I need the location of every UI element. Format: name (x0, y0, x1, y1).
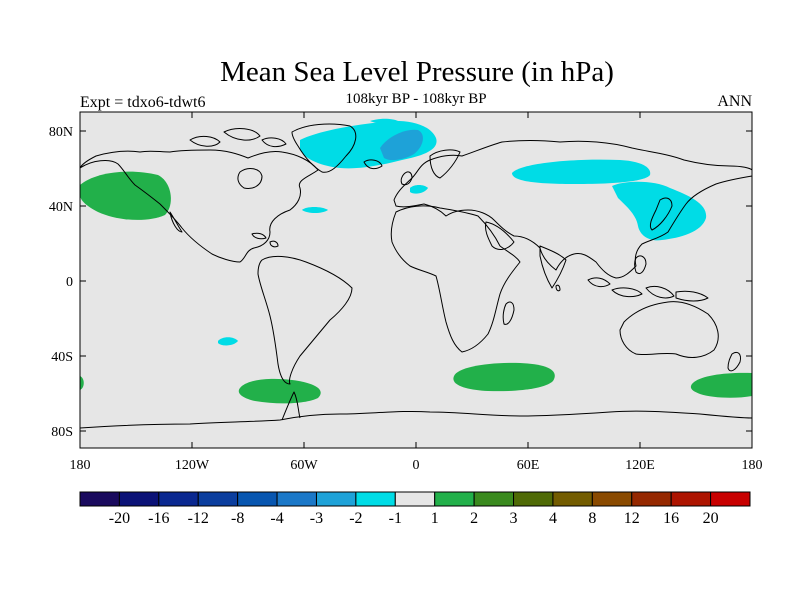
colorbar-box (355, 491, 396, 507)
colorbar-label: 2 (470, 510, 478, 527)
siberia-anomaly (512, 159, 651, 184)
colorbar-box (473, 491, 515, 507)
caribbean-islands (251, 232, 279, 248)
eurasia-coast (393, 140, 753, 279)
colorbar-labels: -20 -16 -12 -8 -4 -3 -2 -1 1 2 3 4 8 12 16 20 (109, 510, 719, 527)
latitude-axis (80, 130, 752, 432)
south-africa-anomaly (453, 362, 555, 392)
colorbar-box (158, 491, 199, 507)
colorbar-label: 16 (663, 510, 679, 527)
period-label: 108kyr BP - 108kyr BP (345, 91, 486, 107)
coastlines (79, 123, 753, 429)
experiment-label: Expt = tdxo6-tdwt6 (80, 94, 205, 111)
colorbar-box (79, 491, 120, 507)
lon-label-120w: 120W (175, 458, 210, 473)
colorbar-box (710, 491, 751, 507)
colorbar-label: -12 (188, 510, 209, 527)
new-guinea (675, 290, 709, 302)
colorbar-label: 3 (510, 510, 518, 527)
southeast-asia-islands (587, 255, 675, 299)
sri-lanka (555, 284, 561, 292)
africa-coast (390, 205, 521, 353)
greenland-coast (291, 123, 357, 173)
colorbar-label: 1 (431, 510, 439, 527)
hudson-bay (237, 168, 263, 189)
colorbar-box (434, 491, 475, 507)
colorbar-label: -1 (389, 510, 402, 527)
north-pacific-high-anomaly (80, 171, 171, 220)
colorbar-label: -8 (231, 510, 244, 527)
colorbar-label: -20 (109, 510, 130, 527)
new-zealand (727, 351, 741, 372)
map-background (80, 112, 752, 448)
europe-west-anomaly (410, 185, 428, 194)
british-isles (400, 171, 413, 186)
polar-small-anomaly (370, 118, 398, 124)
lon-label-180e: 180 (742, 458, 763, 473)
longitude-axis (79, 112, 753, 448)
colorbar-boxes (79, 491, 751, 507)
colorbar-label: 20 (703, 510, 719, 527)
west-edge-anomaly (80, 376, 84, 390)
colorbar-label: 4 (549, 510, 557, 527)
colorbar-box (118, 491, 160, 507)
colorbar-box (631, 491, 672, 507)
japan (649, 197, 673, 231)
arabia (485, 221, 515, 250)
colorbar-box (237, 491, 278, 507)
lon-label-60e: 60E (517, 458, 540, 473)
colorbar-label: 12 (624, 510, 640, 527)
lat-label-40n: 40N (49, 200, 73, 215)
lat-label-80n: 80N (49, 125, 73, 140)
season-label: ANN (717, 93, 752, 110)
south-america-coast (257, 255, 353, 385)
colorbar-label: 8 (588, 510, 596, 527)
south-pacific-anomaly (218, 337, 238, 346)
arctic-islands (189, 128, 287, 148)
colorbar-box (315, 491, 357, 507)
colorbar-box (197, 491, 239, 507)
colorbar-box (394, 491, 436, 507)
colorbar: -20 -16 -12 -8 -4 -3 -2 -1 1 2 3 4 8 12 16 20 (79, 491, 751, 527)
iceland (363, 159, 383, 170)
mid-atlantic-anomaly (302, 207, 328, 213)
lon-label-120e: 120E (625, 458, 655, 473)
main-title: Mean Sea Level Pressure (in hPa) (220, 56, 614, 88)
baja-california (169, 211, 183, 233)
lat-label-0: 0 (66, 275, 73, 290)
colorbar-box (591, 491, 633, 507)
colorbar-box (670, 491, 712, 507)
lon-label-60w: 60W (290, 458, 318, 473)
north-america-coast (79, 149, 319, 263)
lat-label-40s: 40S (51, 350, 73, 365)
map-panel: 80N 40N 0 40S 80S 180 120W 60W 0 60E 120… (49, 111, 763, 473)
lon-label-0: 0 (413, 458, 420, 473)
northwest-pacific-anomaly (612, 181, 707, 241)
india (539, 245, 567, 289)
lat-label-80s: 80S (51, 425, 73, 440)
positive-anomaly-regions (80, 171, 752, 404)
colorbar-label: -2 (349, 510, 362, 527)
colorbar-label: -4 (270, 510, 283, 527)
lon-label-180w: 180 (70, 458, 91, 473)
south-america-anomaly (238, 378, 321, 404)
south-tasman-anomaly (690, 372, 752, 398)
colorbar-label: -3 (310, 510, 323, 527)
scandinavia (429, 149, 461, 179)
antarctic-peninsula (281, 391, 301, 421)
colorbar-box (552, 491, 593, 507)
colorbar-box (276, 491, 317, 507)
colorbar-label: -16 (148, 510, 169, 527)
australia-coast (619, 301, 719, 358)
antarctica-coast (79, 410, 753, 429)
greenland-strong-anomaly (380, 129, 423, 161)
colorbar-box (513, 491, 554, 507)
madagascar (502, 301, 515, 325)
